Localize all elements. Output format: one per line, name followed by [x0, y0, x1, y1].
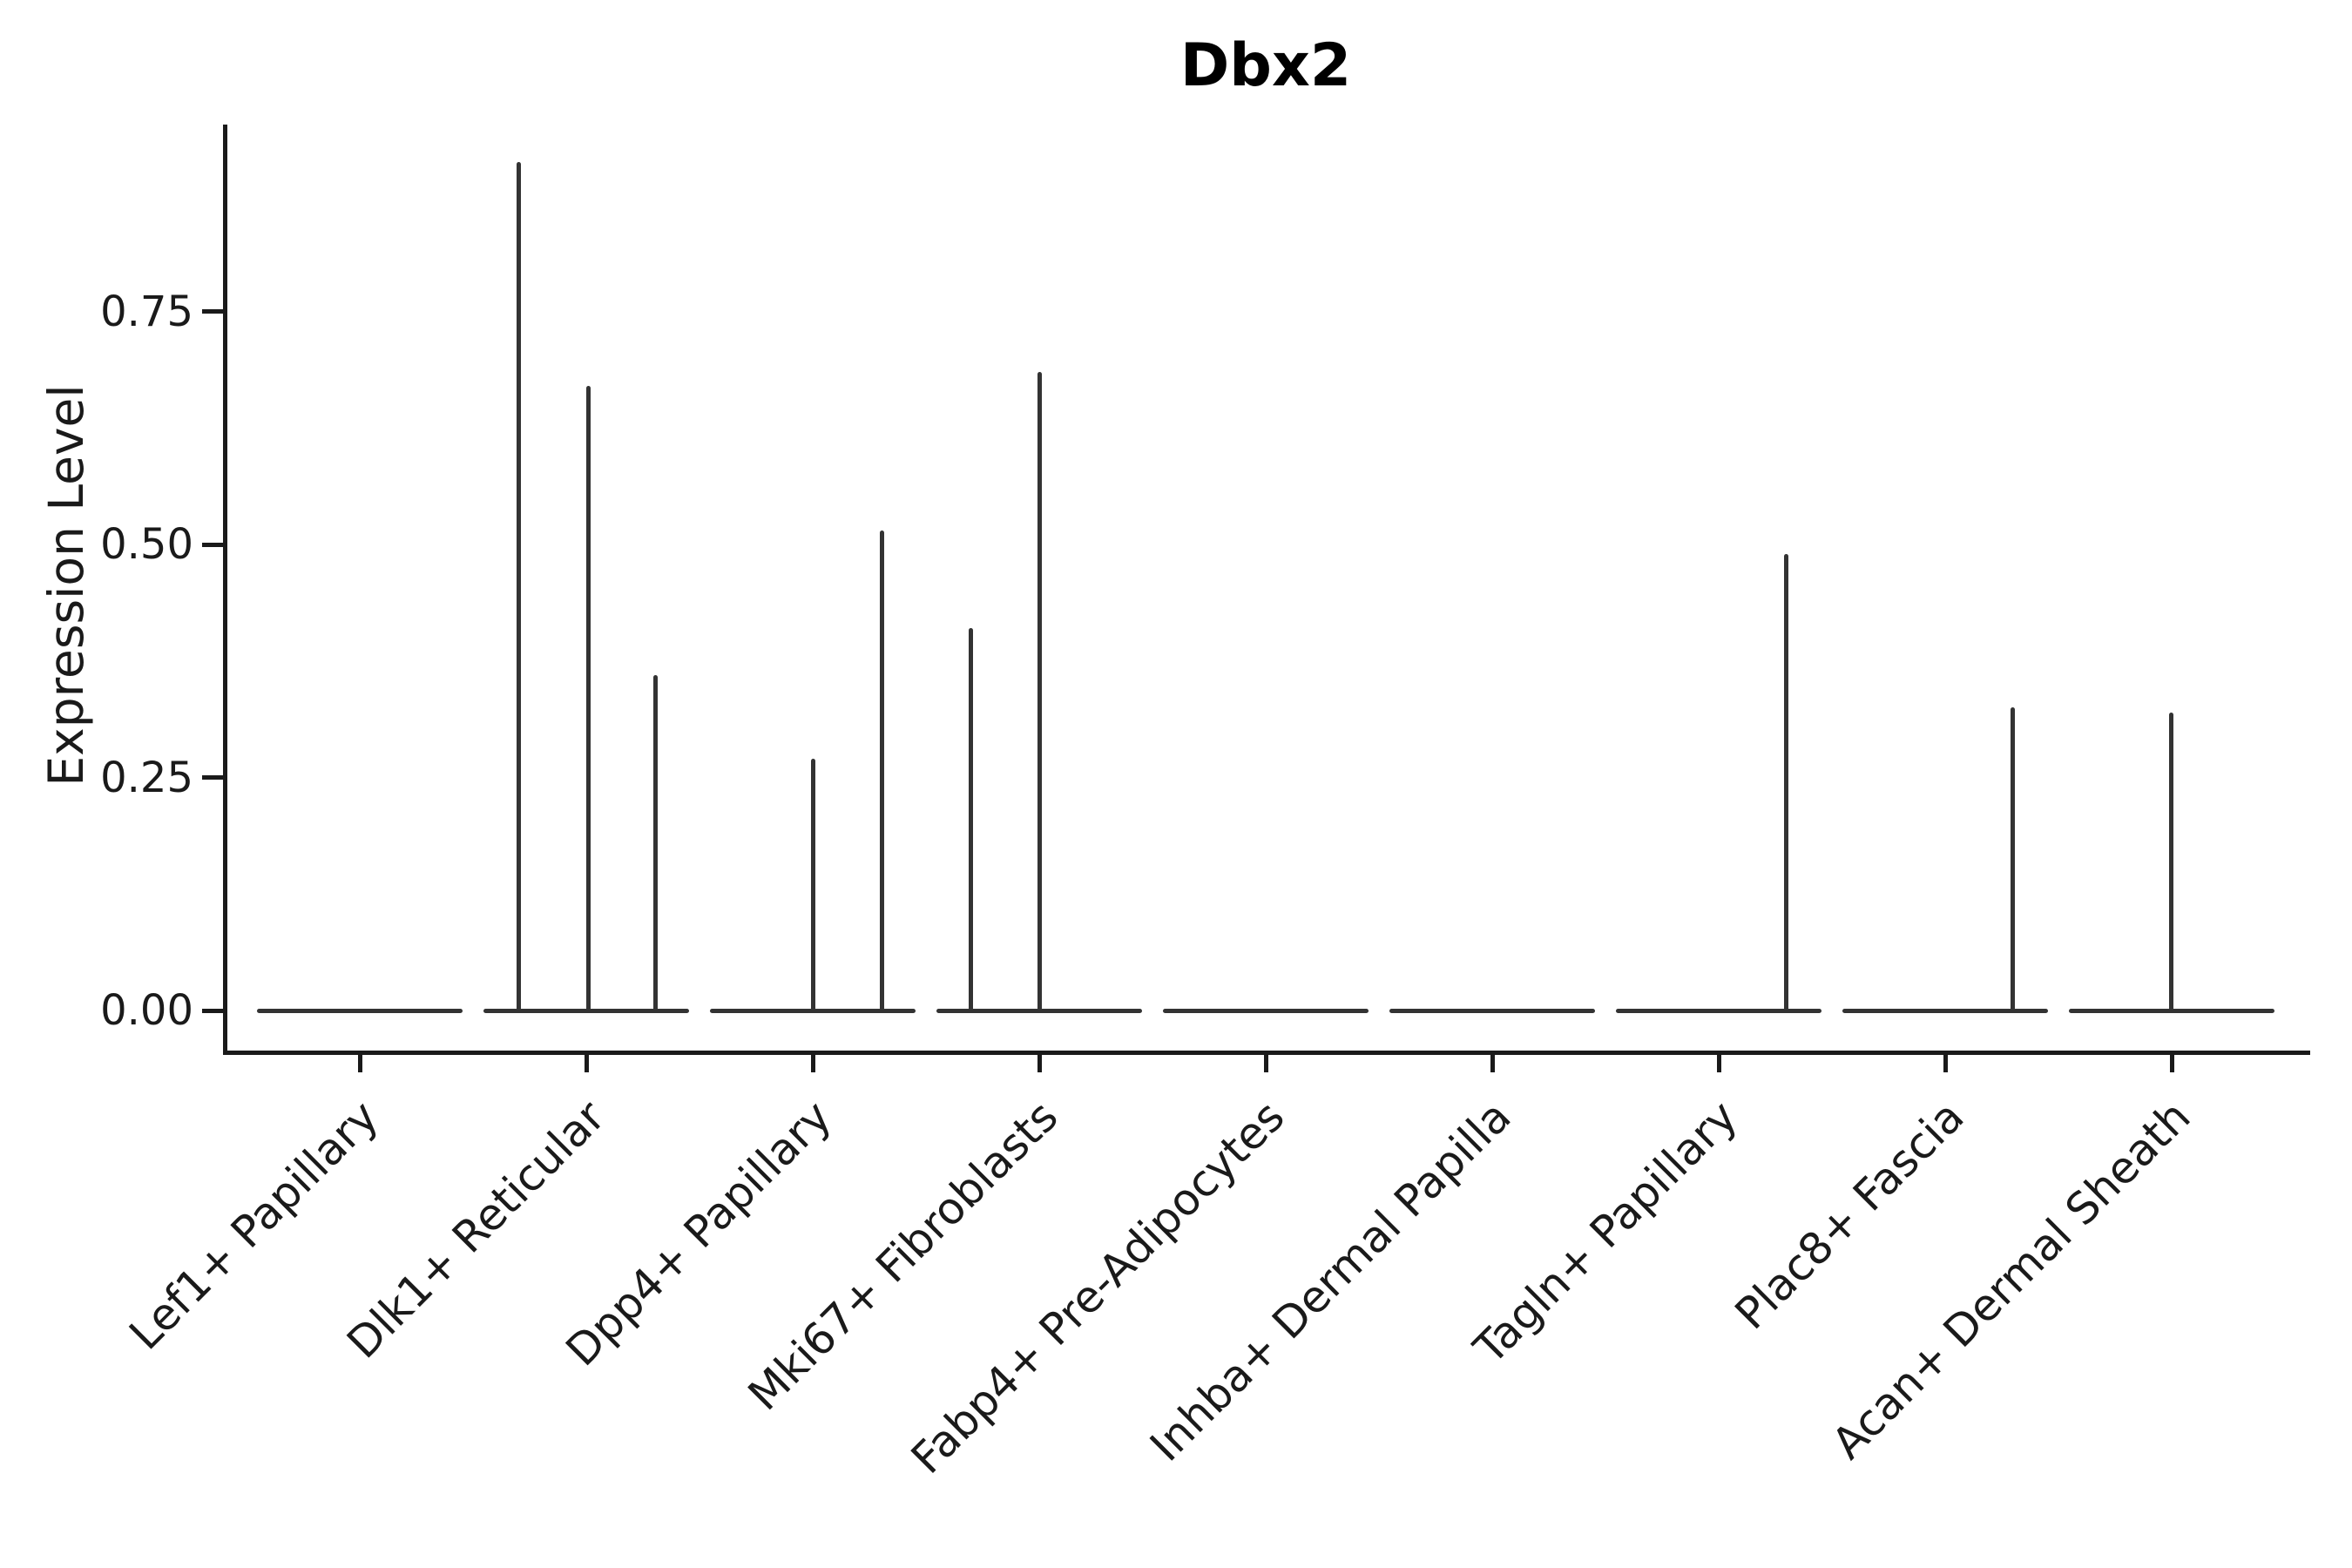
y-tick-mark	[202, 775, 223, 780]
violin-spike	[968, 628, 973, 1012]
x-tick-mark	[1943, 1055, 1948, 1072]
y-tick-label: 0.50	[100, 520, 193, 569]
y-axis-spine	[223, 125, 227, 1055]
x-tick-mark	[1716, 1055, 1721, 1072]
violin-baseline	[1163, 1008, 1369, 1013]
violin-spike	[879, 530, 884, 1012]
x-tick-mark	[1263, 1055, 1268, 1072]
y-tick-label: 0.75	[100, 287, 193, 336]
violin-spike	[2168, 712, 2173, 1012]
x-tick-mark	[584, 1055, 589, 1072]
chart-title: Dbx2	[1179, 31, 1352, 100]
x-tick-mark	[810, 1055, 815, 1072]
x-tick-mark	[1490, 1055, 1495, 1072]
y-axis-label: Expression Level	[38, 384, 94, 787]
violin-spike	[2010, 707, 2015, 1012]
violin-spike	[585, 386, 591, 1012]
violin-spike	[810, 759, 815, 1012]
violin-baseline	[1616, 1008, 1821, 1013]
y-tick-label: 0.00	[100, 986, 193, 1035]
violin-spike	[652, 674, 658, 1012]
violin-baseline	[1389, 1008, 1595, 1013]
violin-baseline	[1842, 1008, 2048, 1013]
violin-spike	[1783, 553, 1788, 1012]
y-tick-mark	[202, 309, 223, 314]
y-tick-mark	[202, 542, 223, 547]
x-tick-mark	[2169, 1055, 2174, 1072]
x-tick-mark	[357, 1055, 362, 1072]
violin-spike	[516, 162, 521, 1012]
violin-baseline	[257, 1008, 463, 1013]
violin-spike	[1037, 372, 1042, 1012]
x-tick-mark	[1037, 1055, 1042, 1072]
y-tick-label: 0.25	[100, 753, 193, 802]
y-tick-mark	[202, 1008, 223, 1013]
x-axis-spine	[223, 1051, 2310, 1055]
